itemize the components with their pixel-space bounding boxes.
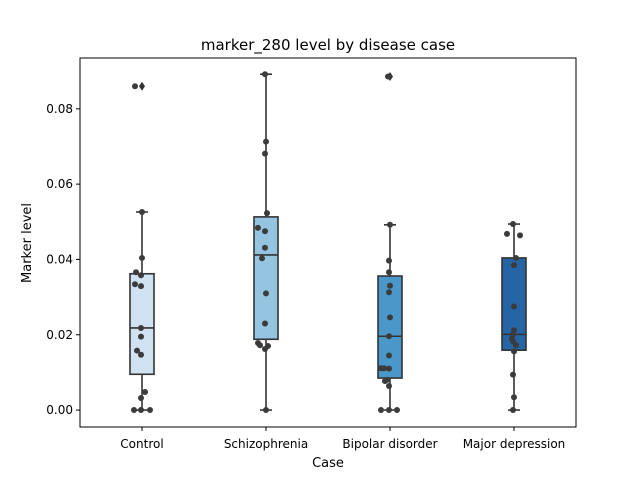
data-point xyxy=(381,365,387,372)
data-point xyxy=(378,407,384,414)
data-point xyxy=(134,347,140,354)
data-point xyxy=(138,333,144,340)
x-axis-label: Case xyxy=(312,456,344,471)
x-tick-label: Bipolar disorder xyxy=(342,437,437,451)
data-point xyxy=(138,272,144,279)
y-tick-label: 0.02 xyxy=(46,328,73,342)
data-point xyxy=(387,221,393,228)
data-point xyxy=(139,209,145,216)
data-point xyxy=(386,257,392,264)
y-tick-label: 0.06 xyxy=(46,177,73,191)
y-axis-label: Marker level xyxy=(20,203,35,283)
data-point xyxy=(262,320,268,327)
data-point xyxy=(138,283,144,290)
data-point xyxy=(262,71,268,78)
plot-area: 0.00 0.02 0.04 0.06 0.08 Control Schizophrenia… xyxy=(46,57,577,451)
data-point xyxy=(510,371,516,378)
data-point xyxy=(382,378,388,385)
data-point xyxy=(133,269,139,276)
data-point xyxy=(385,73,391,80)
data-point xyxy=(138,351,144,358)
data-point xyxy=(394,407,400,414)
data-point xyxy=(387,282,393,289)
axes-frame xyxy=(79,57,577,428)
data-point xyxy=(510,221,516,228)
data-point xyxy=(513,254,519,261)
data-point xyxy=(517,232,523,239)
data-point xyxy=(255,224,261,231)
data-point xyxy=(511,262,517,269)
data-point xyxy=(511,348,517,355)
data-point xyxy=(263,407,269,414)
y-tick-label: 0.04 xyxy=(46,252,73,266)
data-point xyxy=(262,228,268,235)
x-tick-label: Control xyxy=(120,437,163,451)
chart-title: marker_280 level by disease case xyxy=(201,36,455,55)
x-tick-label: Schizophrenia xyxy=(224,437,308,451)
data-point xyxy=(257,342,263,349)
data-point xyxy=(132,83,138,90)
data-point xyxy=(147,407,153,414)
data-point xyxy=(513,342,519,349)
data-point xyxy=(263,290,269,297)
data-point xyxy=(511,394,517,401)
data-point xyxy=(386,333,392,340)
data-point xyxy=(386,352,392,359)
data-point xyxy=(511,303,517,310)
data-point xyxy=(386,365,392,372)
y-tick-label: 0.08 xyxy=(46,102,73,116)
data-point xyxy=(386,382,392,389)
data-point xyxy=(138,407,144,414)
data-point xyxy=(263,138,269,145)
data-point xyxy=(262,244,268,251)
data-point xyxy=(138,395,144,402)
data-point xyxy=(132,281,138,288)
data-point xyxy=(386,269,392,276)
data-point xyxy=(138,324,144,331)
data-point xyxy=(262,346,268,353)
data-point xyxy=(131,407,137,414)
iqr-box xyxy=(253,216,279,341)
outlier-marker xyxy=(139,81,145,91)
data-point xyxy=(264,210,270,217)
data-point xyxy=(504,230,510,237)
data-point xyxy=(510,407,516,414)
y-tick-label: 0.00 xyxy=(46,403,73,417)
data-point xyxy=(386,289,392,296)
data-point xyxy=(139,254,145,261)
x-tick-label: Major depression xyxy=(463,437,566,451)
data-point xyxy=(142,388,148,395)
data-point xyxy=(387,314,393,321)
data-point xyxy=(259,255,265,262)
data-point xyxy=(386,407,392,414)
data-point xyxy=(262,150,268,157)
